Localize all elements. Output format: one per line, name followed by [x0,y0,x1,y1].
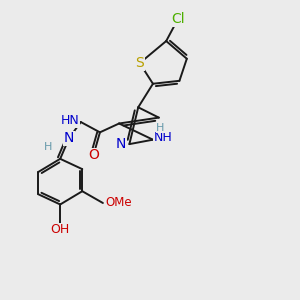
Text: OH: OH [51,223,70,236]
Text: H: H [156,123,164,133]
Text: NH: NH [154,131,172,144]
Text: N: N [116,137,126,151]
Text: S: S [135,56,144,70]
Text: HN: HN [61,114,80,127]
Text: O: O [88,148,100,162]
Text: Cl: Cl [171,12,185,26]
Text: OMe: OMe [106,196,132,209]
Text: H: H [44,142,52,152]
Text: N: N [64,131,74,145]
